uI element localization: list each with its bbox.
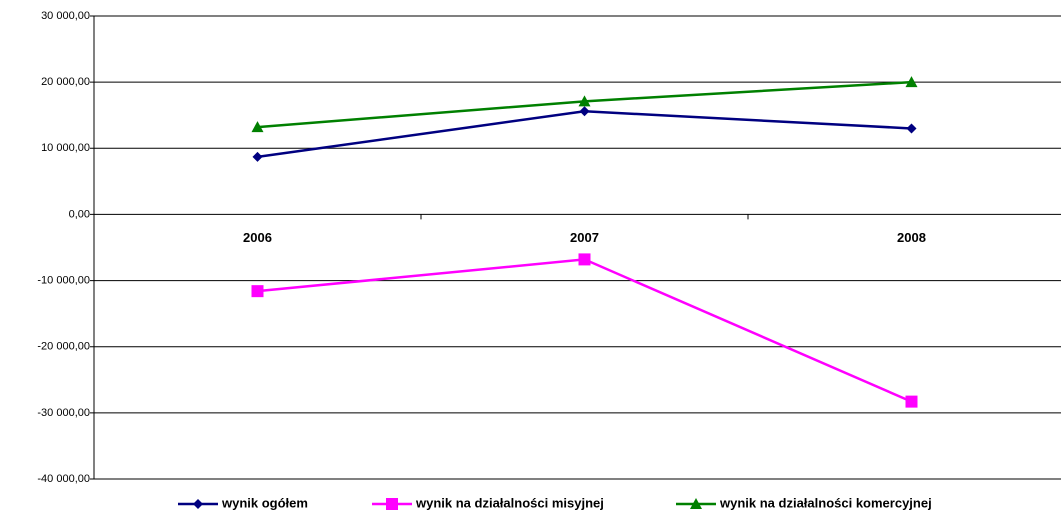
data-point (906, 123, 917, 134)
data-point (251, 285, 264, 298)
data-point (578, 95, 591, 107)
legend-marker (386, 498, 398, 510)
series-line (257, 109, 912, 159)
y-tick-label: 20 000,00 (41, 76, 90, 88)
legend-label: wynik na działalności misyjnej (415, 495, 604, 510)
x-tick-label: 2006 (243, 230, 272, 245)
y-tick-label: 0,00 (69, 208, 90, 220)
data-point (252, 151, 263, 162)
y-tick-label: -20 000,00 (37, 341, 90, 353)
data-point (251, 121, 264, 133)
legend-marker (193, 499, 203, 509)
data-point (579, 106, 590, 117)
legend-label: wynik na działalności komercyjnej (719, 495, 932, 510)
data-point (905, 395, 918, 408)
y-tick-label: -40 000,00 (37, 473, 90, 485)
y-tick-label: -10 000,00 (37, 274, 90, 286)
x-tick-label: 2008 (897, 230, 926, 245)
y-tick-label: 30 000,00 (41, 10, 90, 22)
legend-label: wynik ogółem (221, 495, 308, 510)
x-tick-label: 2007 (570, 230, 599, 245)
legend-marker (690, 498, 702, 509)
y-tick-label: -30 000,00 (37, 407, 90, 419)
data-point (578, 253, 591, 266)
y-tick-label: 10 000,00 (41, 142, 90, 154)
data-point (905, 76, 918, 88)
